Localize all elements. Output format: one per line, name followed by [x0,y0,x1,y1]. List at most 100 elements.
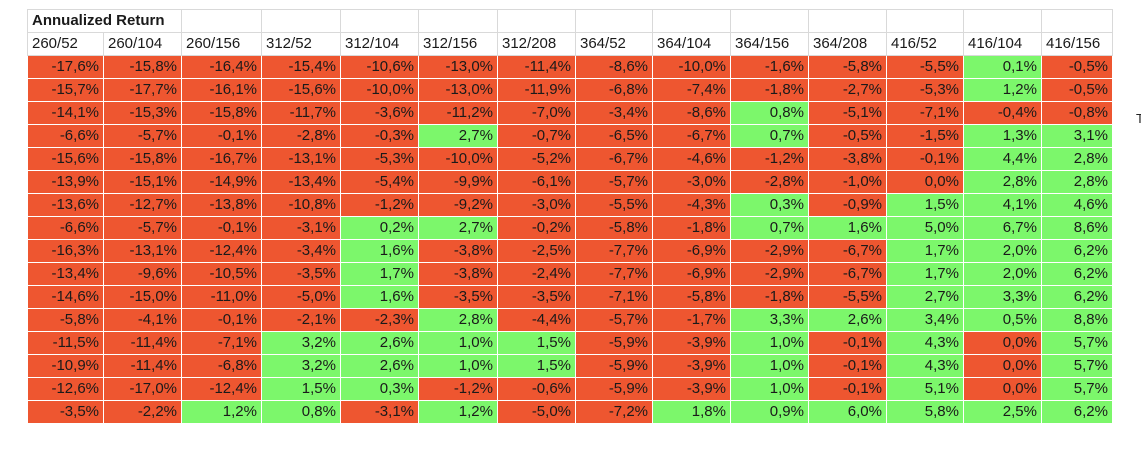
column-header[interactable]: 416/156 [1041,32,1113,56]
return-cell[interactable]: 1,0% [730,354,809,378]
return-cell[interactable]: -5,4% [340,170,419,194]
return-cell[interactable]: -0,4% [963,101,1042,125]
return-cell[interactable]: -3,9% [652,331,731,355]
return-cell[interactable]: -3,0% [497,193,576,217]
column-header[interactable]: 364/156 [730,32,809,56]
return-cell[interactable]: -3,5% [497,285,576,309]
return-cell[interactable]: 8,6% [1041,216,1113,240]
return-cell[interactable]: -10,9% [27,354,104,378]
return-cell[interactable]: -0,3% [340,124,419,148]
return-cell[interactable]: -14,9% [181,170,262,194]
return-cell[interactable]: -5,5% [886,55,964,79]
return-cell[interactable]: -1,8% [730,285,809,309]
return-cell[interactable]: -7,4% [652,78,731,102]
return-cell[interactable]: 2,6% [808,308,887,332]
return-cell[interactable]: -15,0% [103,285,182,309]
return-cell[interactable]: -15,8% [103,147,182,171]
return-cell[interactable]: -3,4% [261,239,341,263]
return-cell[interactable]: -10,8% [261,193,341,217]
return-cell[interactable]: 1,6% [340,239,419,263]
return-cell[interactable]: 1,0% [418,354,498,378]
return-cell[interactable]: -0,1% [181,124,262,148]
return-cell[interactable]: 5,8% [886,400,964,424]
return-cell[interactable]: -2,7% [808,78,887,102]
return-cell[interactable]: -11,5% [27,331,104,355]
return-cell[interactable]: 1,3% [963,124,1042,148]
return-cell[interactable]: -11,4% [103,331,182,355]
empty-cell[interactable] [418,9,498,33]
return-cell[interactable]: -5,2% [497,147,576,171]
return-cell[interactable]: -3,5% [418,285,498,309]
return-cell[interactable]: 2,0% [963,239,1042,263]
return-cell[interactable]: -0,5% [1041,55,1113,79]
return-cell[interactable]: -0,1% [181,216,262,240]
return-cell[interactable]: -0,7% [497,124,576,148]
return-cell[interactable]: -1,2% [340,193,419,217]
return-cell[interactable]: -0,1% [808,354,887,378]
return-cell[interactable]: -10,5% [181,262,262,286]
return-cell[interactable]: 2,7% [886,285,964,309]
return-cell[interactable]: -6,7% [575,147,653,171]
return-cell[interactable]: -11,0% [181,285,262,309]
return-cell[interactable]: 0,7% [730,216,809,240]
return-cell[interactable]: -3,9% [652,377,731,401]
return-cell[interactable]: 2,8% [418,308,498,332]
empty-cell[interactable] [652,9,731,33]
return-cell[interactable]: 0,7% [730,124,809,148]
column-header[interactable]: 416/104 [963,32,1042,56]
return-cell[interactable]: -10,0% [340,78,419,102]
return-cell[interactable]: -16,4% [181,55,262,79]
column-header[interactable]: 312/104 [340,32,419,56]
return-cell[interactable]: 4,3% [886,331,964,355]
return-cell[interactable]: -5,3% [340,147,419,171]
return-cell[interactable]: 0,0% [963,377,1042,401]
return-cell[interactable]: 0,3% [340,377,419,401]
return-cell[interactable]: 5,7% [1041,331,1113,355]
return-cell[interactable]: -10,6% [340,55,419,79]
return-cell[interactable]: -6,1% [497,170,576,194]
return-cell[interactable]: 6,7% [963,216,1042,240]
return-cell[interactable]: -14,6% [27,285,104,309]
return-cell[interactable]: -3,8% [808,147,887,171]
return-cell[interactable]: -3,0% [652,170,731,194]
return-cell[interactable]: 1,0% [730,331,809,355]
return-cell[interactable]: -4,4% [497,308,576,332]
return-cell[interactable]: 1,6% [340,285,419,309]
return-cell[interactable]: -2,2% [103,400,182,424]
return-cell[interactable]: 1,2% [181,400,262,424]
return-cell[interactable]: -3,9% [652,354,731,378]
return-cell[interactable]: -3,6% [340,101,419,125]
return-cell[interactable]: 0,3% [730,193,809,217]
return-cell[interactable]: -11,7% [261,101,341,125]
return-cell[interactable]: -0,5% [1041,78,1113,102]
return-cell[interactable]: -10,0% [652,55,731,79]
return-cell[interactable]: -0,6% [497,377,576,401]
return-cell[interactable]: 4,1% [963,193,1042,217]
return-cell[interactable]: -2,4% [497,262,576,286]
return-cell[interactable]: -17,6% [27,55,104,79]
return-cell[interactable]: 0,8% [730,101,809,125]
return-cell[interactable]: -10,0% [418,147,498,171]
return-cell[interactable]: -12,4% [181,239,262,263]
empty-cell[interactable] [181,9,262,33]
return-cell[interactable]: 1,7% [340,262,419,286]
return-cell[interactable]: 1,7% [886,262,964,286]
return-cell[interactable]: -15,4% [261,55,341,79]
return-cell[interactable]: -3,8% [418,239,498,263]
return-cell[interactable]: 6,0% [808,400,887,424]
empty-cell[interactable] [886,9,964,33]
return-cell[interactable]: 0,0% [886,170,964,194]
return-cell[interactable]: 4,4% [963,147,1042,171]
return-cell[interactable]: -5,7% [575,308,653,332]
return-cell[interactable]: -1,6% [730,55,809,79]
return-cell[interactable]: -15,3% [103,101,182,125]
return-cell[interactable]: -7,2% [575,400,653,424]
return-cell[interactable]: -15,6% [261,78,341,102]
return-cell[interactable]: -6,5% [575,124,653,148]
return-cell[interactable]: 6,2% [1041,262,1113,286]
empty-cell[interactable] [808,9,887,33]
empty-cell[interactable] [575,9,653,33]
return-cell[interactable]: 3,3% [963,285,1042,309]
column-header[interactable]: 312/156 [418,32,498,56]
return-cell[interactable]: 2,8% [963,170,1042,194]
